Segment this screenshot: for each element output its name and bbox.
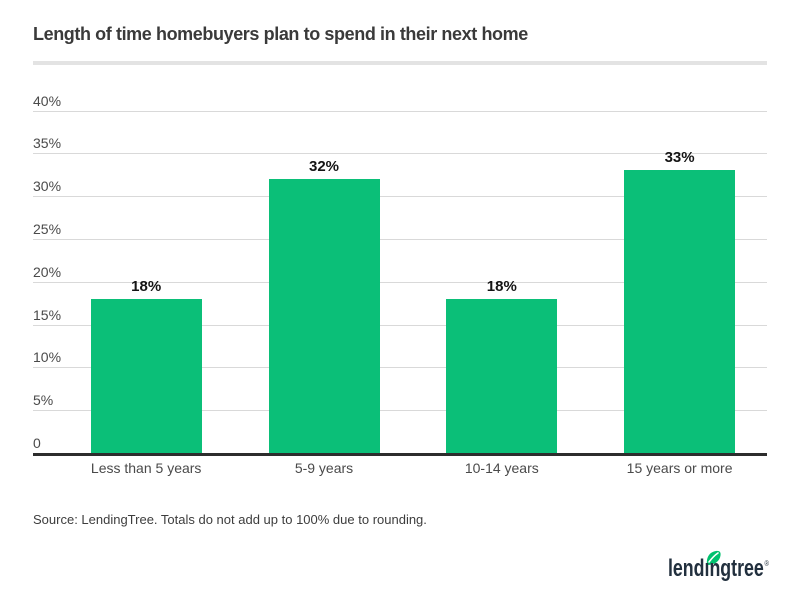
- y-axis-tick-label: 20%: [33, 263, 62, 280]
- gridline: [33, 324, 767, 326]
- title-divider: [33, 61, 767, 65]
- gridline: [33, 110, 767, 112]
- y-axis-tick-label: 0: [33, 435, 41, 451]
- logo-wordmark: lendıngtree®: [668, 555, 769, 583]
- logo-dotless-i: ı: [704, 555, 710, 582]
- logo-part2: ngtree: [709, 555, 764, 582]
- bar-value-label: 33%: [664, 149, 695, 167]
- y-axis-tick-label: 25%: [33, 220, 62, 237]
- bar: [446, 298, 558, 453]
- registered-mark: ®: [764, 559, 769, 568]
- source-note: Source: LendingTree. Totals do not add u…: [33, 512, 427, 527]
- bar-value-label: 18%: [131, 277, 162, 295]
- gridline: [33, 281, 767, 283]
- bar: [268, 179, 380, 453]
- x-axis-category-label: 10-14 years: [464, 460, 539, 476]
- chart-title: Length of time homebuyers plan to spend …: [33, 24, 528, 44]
- y-axis-tick-label: 35%: [33, 135, 62, 152]
- bar-value-label: 18%: [486, 277, 517, 295]
- bar-value-label: 32%: [308, 158, 340, 175]
- y-axis-tick-label: 40%: [33, 92, 62, 109]
- x-axis-category-label: 5-9 years: [294, 460, 354, 476]
- gridline: [33, 153, 767, 155]
- x-axis-line: [33, 453, 767, 456]
- y-axis-tick-label: 5%: [33, 392, 54, 409]
- gridline: [33, 410, 767, 412]
- x-axis-category-label: 15 years or more: [626, 460, 733, 476]
- y-axis-tick-label: 15%: [33, 306, 62, 323]
- leaf-icon: [704, 550, 723, 566]
- gridline: [33, 238, 767, 240]
- x-axis-category-label: Less than 5 years: [90, 460, 202, 476]
- bar: [624, 170, 736, 453]
- bar: [90, 298, 202, 453]
- logo-part1: lend: [668, 555, 705, 582]
- lendingtree-logo: lendıngtree®: [668, 549, 780, 587]
- y-axis-tick-label: 10%: [33, 349, 62, 366]
- gridline: [33, 196, 767, 198]
- gridline: [33, 367, 767, 369]
- y-axis-tick-label: 30%: [33, 178, 62, 195]
